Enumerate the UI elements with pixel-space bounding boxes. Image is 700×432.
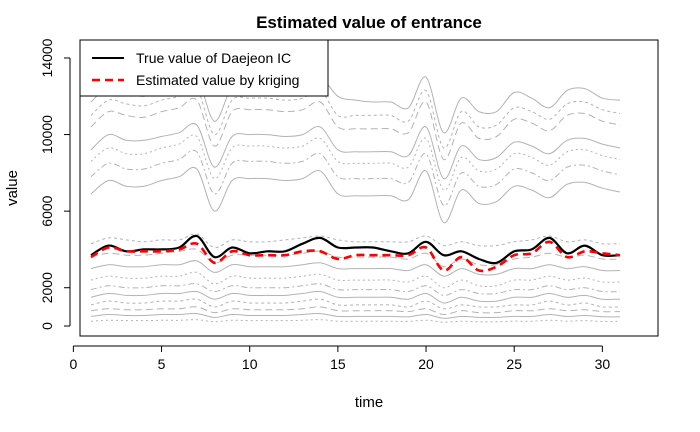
series-line-true-value (90, 234, 621, 265)
legend-label-true-value: True value of Daejeon IC (136, 50, 291, 66)
background-series-line (90, 319, 621, 323)
legend-box (79, 39, 329, 97)
legend: True value of Daejeon IC Estimated value… (79, 39, 329, 97)
background-series-line (90, 306, 621, 316)
x-tick-label: 15 (330, 356, 346, 372)
background-series-line (90, 97, 621, 161)
x-tick-label: 10 (242, 356, 258, 372)
background-series-group (90, 74, 621, 323)
background-series-line (90, 134, 621, 191)
y-tick-label: 6000 (39, 195, 55, 226)
x-tick-label: 5 (158, 356, 166, 372)
background-series-line (90, 149, 621, 206)
background-series-line (90, 167, 621, 224)
plot-frame (79, 39, 659, 337)
x-tick-label: 20 (418, 356, 434, 372)
main-series-group (90, 234, 621, 273)
background-series-line (90, 248, 621, 268)
background-series-line (90, 260, 621, 277)
y-tick-label: 10000 (39, 115, 55, 154)
legend-label-estimated: Estimated value by kriging (136, 72, 299, 88)
x-tick-label: 30 (595, 356, 611, 372)
background-series-line (90, 283, 621, 296)
background-series-line (90, 298, 621, 310)
series-line-estimated (90, 240, 621, 273)
y-axis-title: value (4, 170, 21, 206)
x-tick-label: 25 (506, 356, 522, 372)
background-series-line (90, 123, 621, 180)
y-tick-label: 2000 (39, 272, 55, 303)
background-series-line (90, 233, 621, 249)
x-axis: 0 5 10 15 20 25 30 (69, 345, 611, 372)
y-axis: 0 2000 6000 10000 14000 (39, 38, 71, 330)
y-tick-label: 0 (39, 322, 55, 330)
background-series-line (90, 290, 621, 304)
x-axis-title: time (355, 394, 383, 411)
background-series-line (90, 312, 621, 319)
x-tick-label: 0 (69, 356, 77, 372)
chart-title: Estimated value of entrance (256, 13, 482, 32)
y-tick-label: 14000 (39, 38, 55, 77)
